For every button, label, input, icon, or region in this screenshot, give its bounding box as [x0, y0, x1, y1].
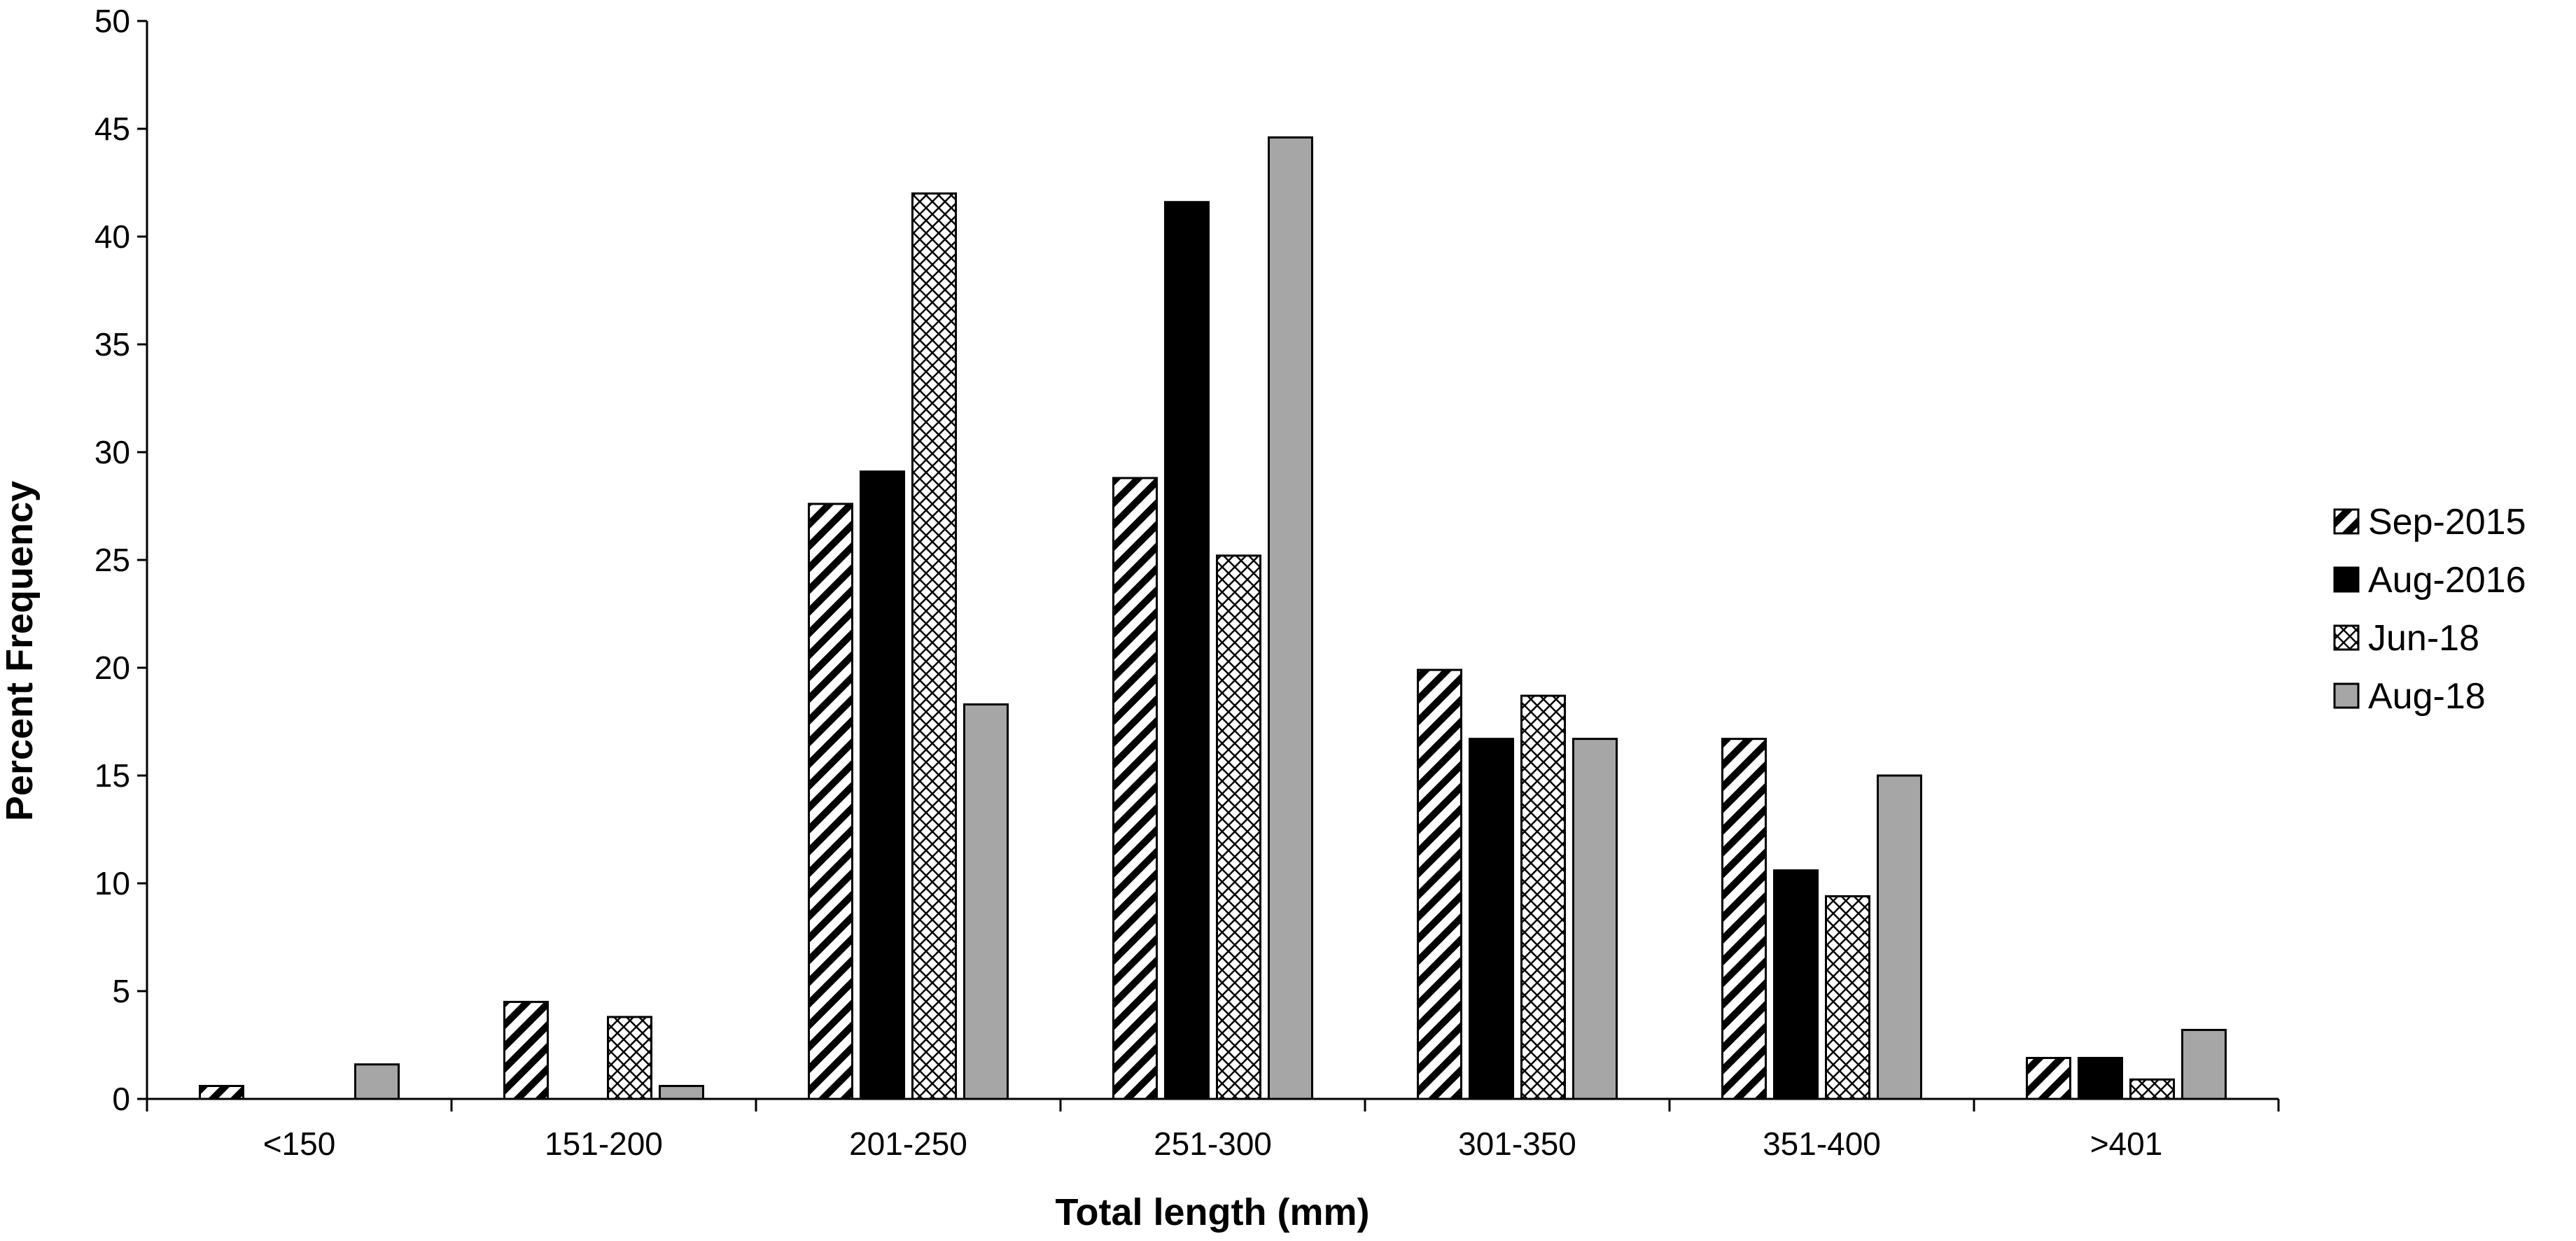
bar-sep-2015-1	[503, 1000, 549, 1100]
y-tick-label: 35	[94, 326, 130, 363]
bar-sep-2015-4	[1417, 668, 1462, 1100]
bar-aug-18-3	[1268, 136, 1313, 1100]
x-tick-label: <150	[263, 1126, 336, 1162]
bar-sep-2015-5	[1721, 738, 1767, 1100]
bar-sep-2015-2	[808, 503, 853, 1100]
legend-swatch-aug-2016	[2333, 566, 2360, 593]
legend-label-aug-18: Aug-18	[2368, 676, 2486, 717]
bar-aug-2016-4	[1469, 738, 1514, 1100]
y-tick-label: 45	[94, 111, 130, 147]
x-tick-label: 351-400	[1763, 1126, 1881, 1162]
legend-swatch-jun-18	[2333, 624, 2360, 651]
y-tick-label: 40	[94, 218, 130, 255]
bar-aug-18-4	[1572, 738, 1618, 1100]
bar-aug-18-0	[354, 1063, 400, 1100]
x-tick-label: 151-200	[545, 1126, 663, 1162]
bar-aug-18-1	[659, 1085, 704, 1100]
bar-sep-2015-0	[199, 1085, 244, 1100]
bar-jun-18-5	[1825, 895, 1870, 1100]
plot-area	[199, 136, 2227, 1100]
legend-swatch-sep-2015	[2333, 508, 2360, 535]
y-tick-label: 0	[112, 1081, 130, 1117]
bar-sep-2015-6	[2026, 1056, 2071, 1100]
legend-label-aug-2016: Aug-2016	[2368, 560, 2526, 601]
x-axis: <150 151-200 201-250 251-300 301-350 351-400 >…	[146, 1098, 2280, 1162]
y-tick-label: 20	[94, 650, 130, 686]
x-tick-label: 301-350	[1458, 1126, 1576, 1162]
y-tick-label: 30	[94, 434, 130, 470]
bar-jun-18-4	[1520, 694, 1566, 1100]
x-tick-label: 251-300	[1154, 1126, 1272, 1162]
bar-aug-18-5	[1877, 774, 1922, 1100]
bar-aug-2016-2	[860, 470, 905, 1100]
bar-jun-18-3	[1216, 554, 1261, 1100]
bar-aug-2016-6	[2078, 1056, 2123, 1100]
bar-jun-18-1	[607, 1016, 652, 1100]
y-axis: 0 5 10 15 20 25 30 35 40 45 50	[94, 3, 148, 1117]
x-axis-title: Total length (mm)	[1056, 1191, 1370, 1233]
y-tick-label: 50	[94, 3, 130, 39]
y-tick-label: 15	[94, 757, 130, 794]
y-tick-label: 25	[94, 542, 130, 578]
bar-aug-2016-5	[1773, 869, 1819, 1100]
bar-aug-2016-3	[1164, 201, 1210, 1100]
y-tick-label: 5	[112, 973, 130, 1009]
bar-sep-2015-3	[1112, 477, 1158, 1100]
bar-aug-18-2	[963, 703, 1009, 1100]
legend-swatch-aug-18	[2333, 682, 2360, 709]
bar-jun-18-6	[2129, 1078, 2175, 1100]
y-tick-label: 10	[94, 865, 130, 902]
x-tick-label: 201-250	[849, 1126, 967, 1162]
y-axis-title: Percent Frequency	[0, 481, 41, 821]
x-tick-label: >401	[2090, 1126, 2163, 1162]
legend-label-sep-2015: Sep-2015	[2368, 502, 2526, 542]
legend-label-jun-18: Jun-18	[2368, 618, 2479, 659]
bar-aug-18-6	[2181, 1028, 2227, 1100]
legend: Sep-2015 Aug-2016 Jun-18 Aug-18	[2333, 502, 2526, 717]
bar-jun-18-2	[911, 192, 957, 1100]
